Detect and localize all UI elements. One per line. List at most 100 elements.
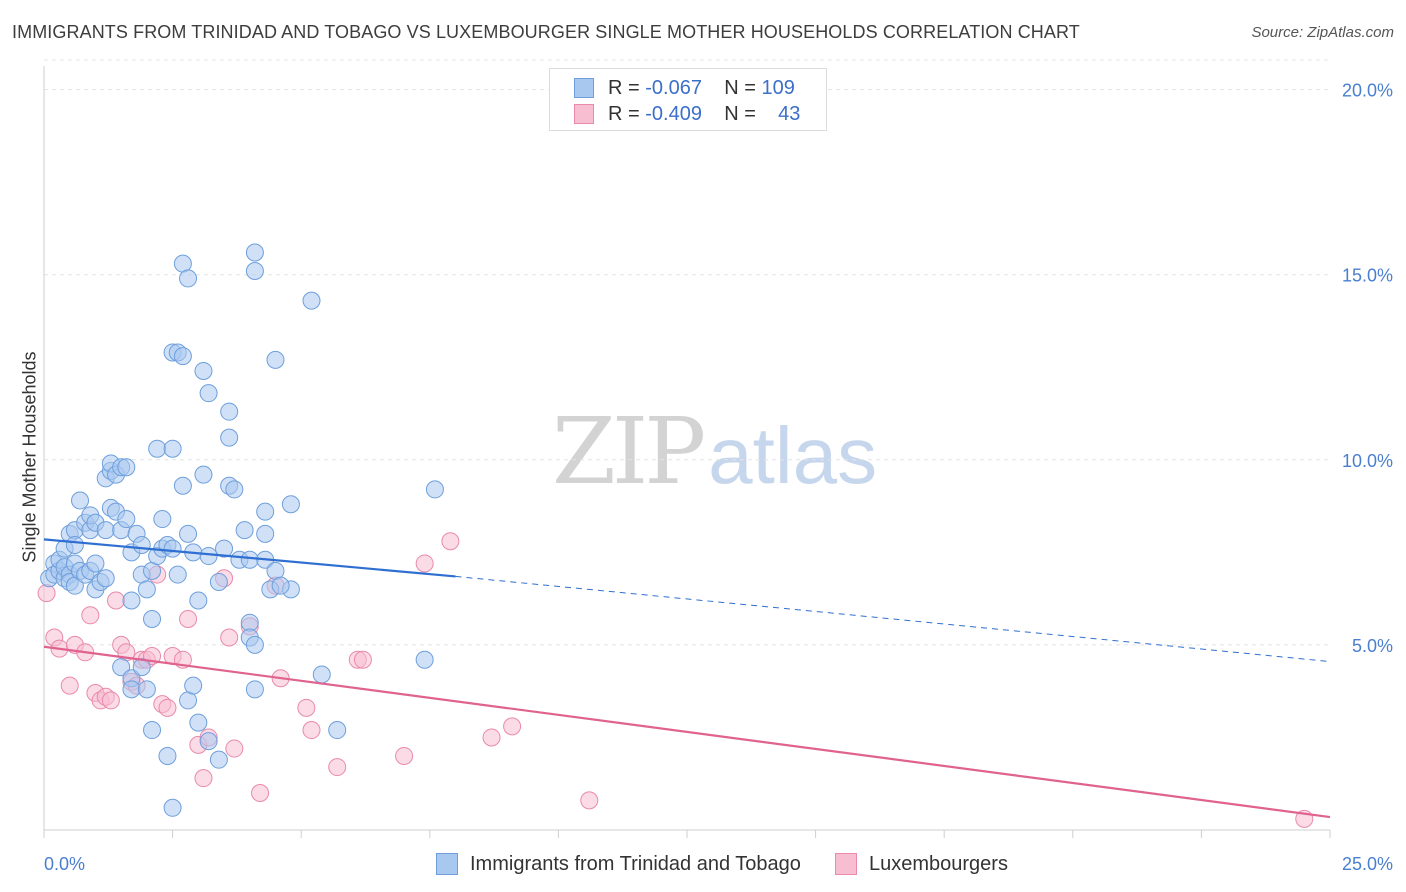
- luxembourger-point: [37, 584, 56, 603]
- chart-title: IMMIGRANTS FROM TRINIDAD AND TOBAGO VS L…: [12, 22, 1080, 42]
- trinidad-point: [168, 565, 187, 584]
- bottom-legend-label-luxembourger: Luxembourgers: [869, 852, 1008, 875]
- trinidad-point: [199, 384, 218, 403]
- trinidad-point: [96, 521, 115, 540]
- stats-legend: R = -0.067 N = 109 R = -0.409 N = 43: [549, 68, 827, 131]
- y-axis-label: Single Mother Households: [19, 351, 40, 563]
- trinidad-point: [194, 361, 213, 380]
- trinidad-point: [256, 524, 275, 543]
- luxembourger-point: [328, 758, 347, 777]
- bottom-legend-swatch-luxembourger: [835, 853, 857, 875]
- trinidad-point: [179, 524, 198, 543]
- trinidad-point: [194, 465, 213, 484]
- trinidad-point: [225, 480, 244, 499]
- luxembourger-point: [297, 698, 316, 717]
- bottom-legend-luxembourger[interactable]: Luxembourgers: [835, 852, 1008, 876]
- luxembourger-point: [158, 698, 177, 717]
- trinidad-point: [245, 262, 264, 281]
- trinidad-point: [132, 535, 151, 554]
- luxembourger-point: [580, 791, 599, 810]
- trinidad-point: [415, 650, 434, 669]
- y-tick-label: 10.0%: [1342, 451, 1393, 471]
- luxembourger-point: [60, 676, 79, 695]
- luxembourger-point: [482, 728, 501, 747]
- luxembourger-point: [302, 721, 321, 740]
- bottom-legend-label-trinidad: Immigrants from Trinidad and Tobago: [470, 852, 801, 875]
- luxembourger-point: [179, 609, 198, 628]
- luxembourger-point: [395, 746, 414, 765]
- trinidad-point: [209, 750, 228, 769]
- trinidad-point: [143, 609, 162, 628]
- trinidad-point: [209, 572, 228, 591]
- trinidad-point: [271, 576, 290, 595]
- luxembourger-trend-line: [43, 645, 1331, 819]
- legend-swatch-trinidad: [574, 78, 594, 98]
- luxembourger-point: [503, 717, 522, 736]
- luxembourger-point: [107, 591, 126, 610]
- legend-n-label: N =: [724, 76, 756, 99]
- trinidad-point: [266, 350, 285, 369]
- legend-r-value: -0.067: [645, 76, 702, 99]
- x-tick-label: 0.0%: [44, 854, 85, 874]
- trinidad-point: [220, 402, 239, 421]
- trinidad-point: [215, 539, 234, 558]
- bottom-legend-swatch-trinidad: [436, 853, 458, 875]
- trinidad-point: [117, 510, 136, 529]
- legend-r-label: R =: [608, 76, 640, 99]
- luxembourger-point: [251, 783, 270, 802]
- y-tick-label: 20.0%: [1342, 81, 1393, 101]
- legend-n-value: 109: [761, 76, 795, 99]
- trinidad-point: [199, 547, 218, 566]
- trinidad-point: [312, 665, 331, 684]
- luxembourger-point: [101, 691, 120, 710]
- trinidad-point: [256, 502, 275, 521]
- trinidad-point: [184, 676, 203, 695]
- trinidad-point: [235, 521, 254, 540]
- bottom-legend-trinidad[interactable]: Immigrants from Trinidad and Tobago: [436, 852, 801, 876]
- trinidad-point: [173, 476, 192, 495]
- trinidad-point: [112, 658, 131, 677]
- trinidad-point: [199, 732, 218, 751]
- legend-row-luxembourger: R = -0.409 N = 43: [574, 102, 800, 126]
- luxembourger-point: [353, 650, 372, 669]
- trinidad-point: [65, 535, 84, 554]
- trinidad-trend-line: [43, 538, 456, 578]
- legend-n-value: 43: [778, 102, 801, 125]
- trinidad-point: [122, 591, 141, 610]
- trinidad-point: [163, 439, 182, 458]
- luxembourger-point: [194, 769, 213, 788]
- y-tick-label: 5.0%: [1352, 636, 1393, 656]
- trinidad-trend-extension: [455, 575, 1331, 663]
- legend-row-trinidad: R = -0.067 N = 109: [574, 76, 795, 100]
- trinidad-point: [189, 591, 208, 610]
- source-label: Source: ZipAtlas.com: [1251, 24, 1394, 41]
- trinidad-point: [137, 580, 156, 599]
- trinidad-point: [163, 539, 182, 558]
- luxembourger-point: [415, 554, 434, 573]
- luxembourger-point: [220, 628, 239, 647]
- trinidad-point: [281, 495, 300, 514]
- trinidad-point: [302, 291, 321, 310]
- luxembourger-point: [81, 606, 100, 625]
- y-tick-label: 15.0%: [1342, 266, 1393, 286]
- trinidad-point: [158, 746, 177, 765]
- trinidad-point: [117, 458, 136, 477]
- trinidad-point: [163, 798, 182, 817]
- trinidad-point: [425, 480, 444, 499]
- trinidad-point: [328, 721, 347, 740]
- trinidad-point: [173, 347, 192, 366]
- luxembourger-point: [225, 739, 244, 758]
- trinidad-point: [96, 569, 115, 588]
- trinidad-point: [179, 269, 198, 288]
- trinidad-point: [189, 713, 208, 732]
- trinidad-point: [86, 554, 105, 573]
- trinidad-point: [71, 491, 90, 510]
- trinidad-point: [245, 680, 264, 699]
- trinidad-point: [153, 510, 172, 529]
- trinidad-point: [148, 439, 167, 458]
- legend-n-label: N =: [724, 102, 756, 125]
- legend-r-value: -0.409: [645, 102, 702, 125]
- trinidad-point: [240, 550, 259, 569]
- x-tick-label: 25.0%: [1342, 854, 1393, 874]
